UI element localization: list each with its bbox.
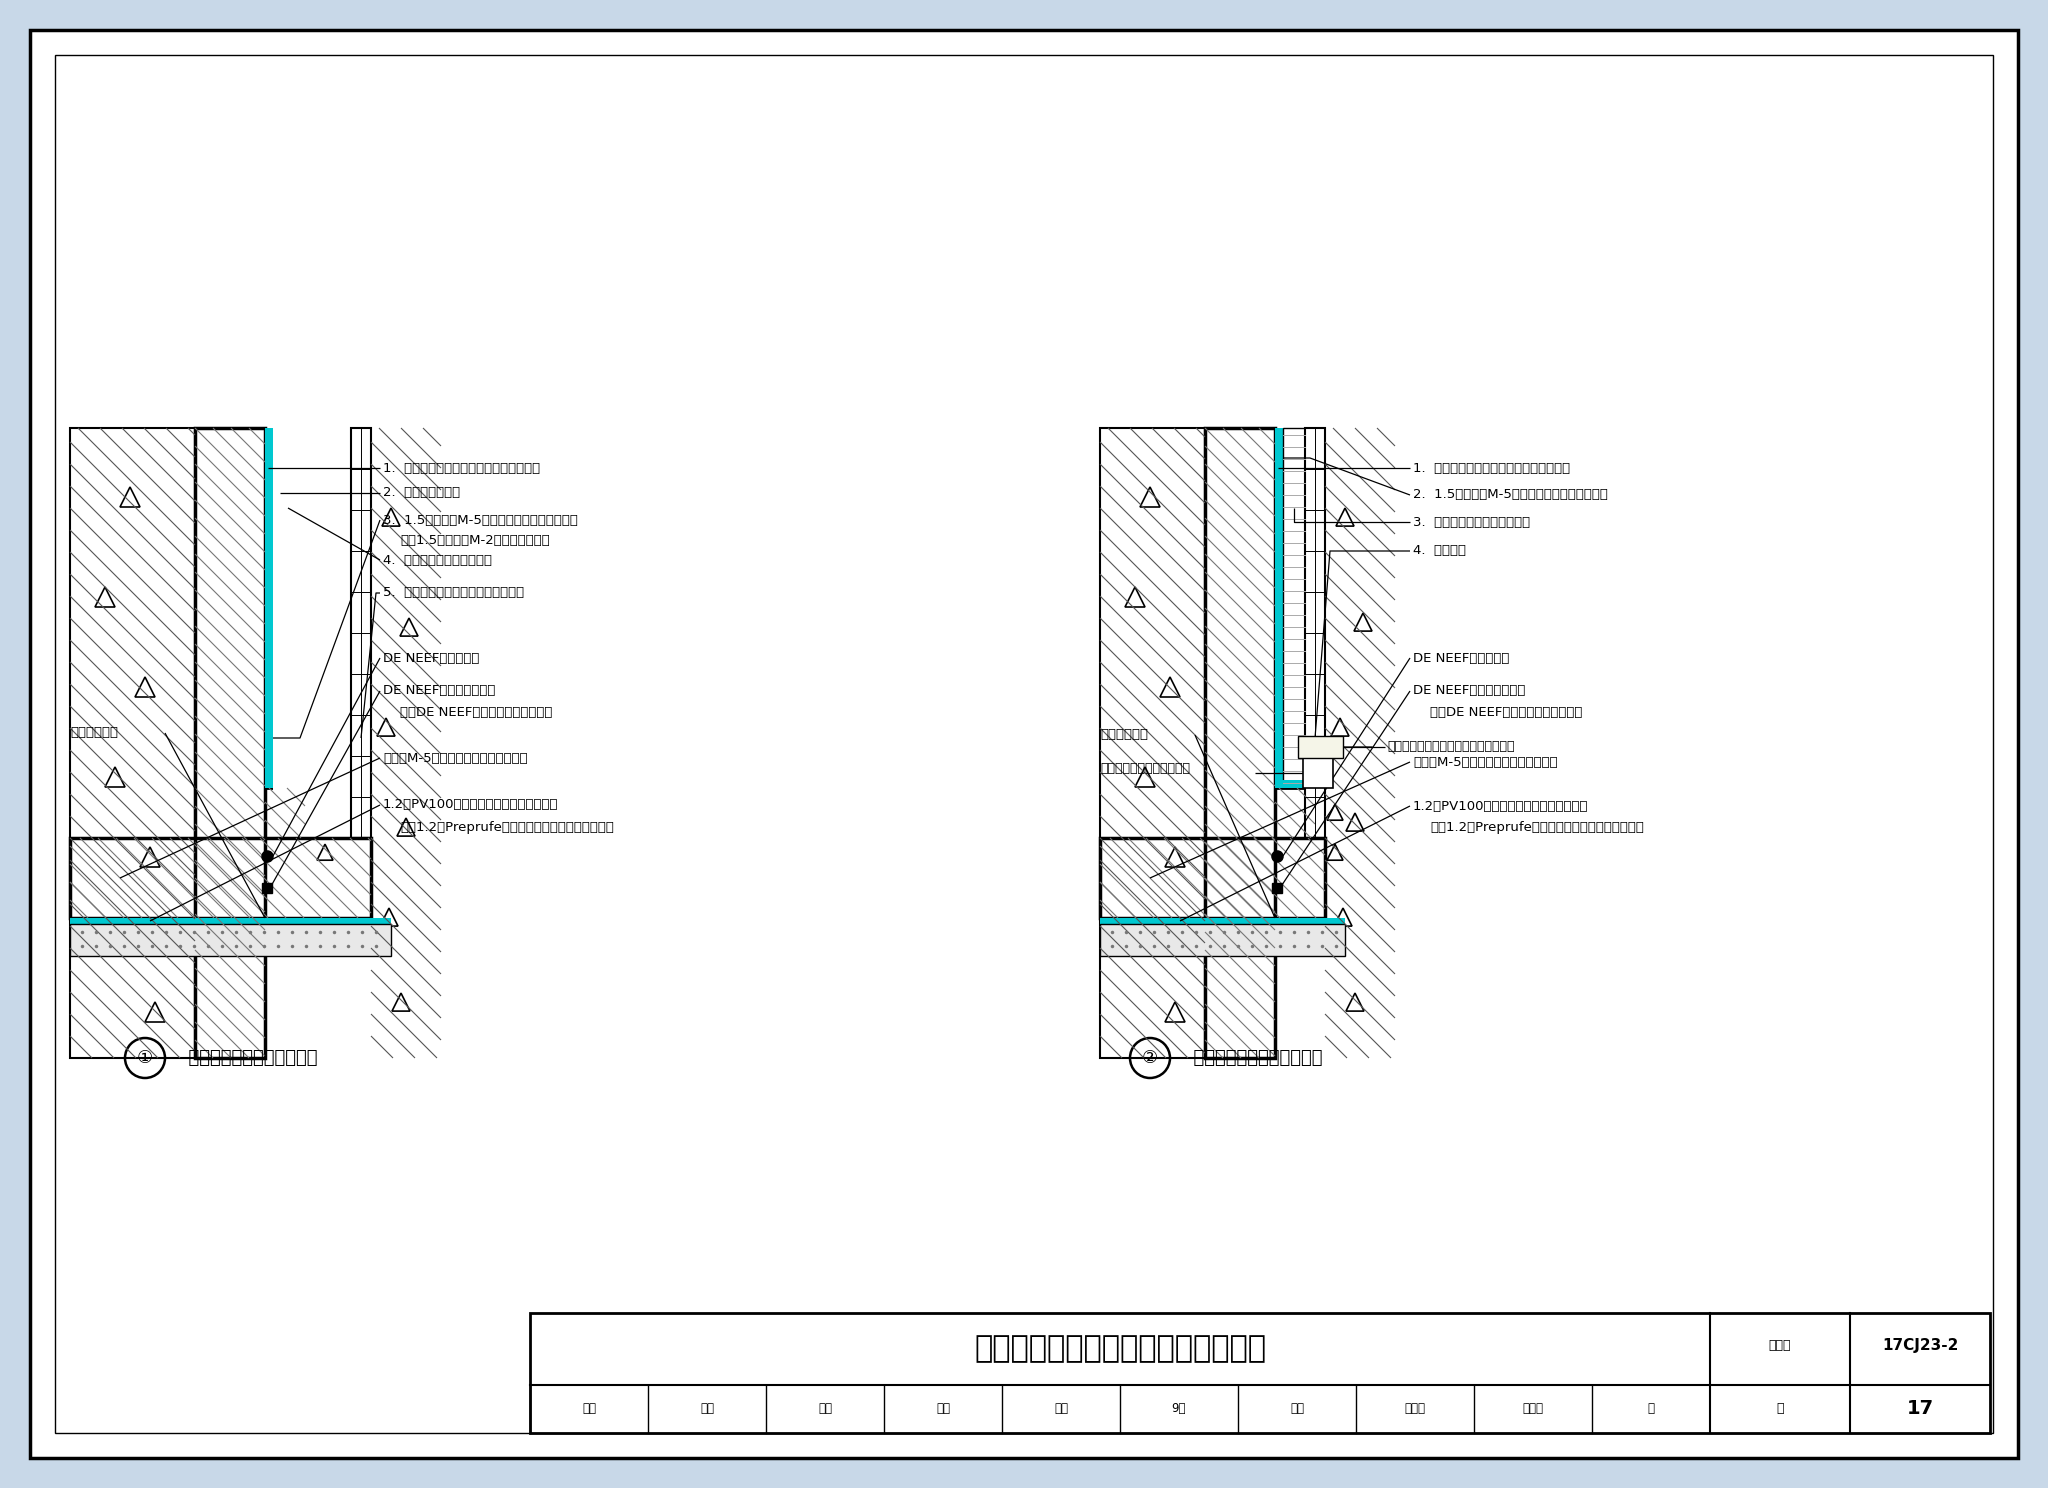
Text: 5.  离壁衬套砖墙（见具体工程设计）: 5. 离壁衬套砖墙（见具体工程设计） <box>383 586 524 600</box>
Bar <box>350 429 371 838</box>
Bar <box>1315 789 1323 838</box>
Text: 3.  1.5厚格永得M-5水泥基渗透结晶型防水材料: 3. 1.5厚格永得M-5水泥基渗透结晶型防水材料 <box>383 513 578 527</box>
Text: 设计: 设计 <box>1290 1403 1305 1415</box>
Bar <box>1276 780 1315 789</box>
Text: （或1.2厚Preprufe预铺高分子自粘胶膜防水卷材）: （或1.2厚Preprufe预铺高分子自粘胶膜防水卷材） <box>1430 821 1645 835</box>
Bar <box>195 429 264 1058</box>
Text: 17: 17 <box>1907 1400 1933 1418</box>
Bar <box>70 918 391 924</box>
Bar <box>305 789 313 838</box>
Bar <box>70 838 371 918</box>
Text: （或DE NEEF遇水膨胀止水橡皮条）: （或DE NEEF遇水膨胀止水橡皮条） <box>399 707 553 720</box>
Bar <box>1100 918 1346 924</box>
Text: 地下连续墙防水构造（一）: 地下连续墙防水构造（一） <box>176 1049 317 1067</box>
Text: 17CJ23-2: 17CJ23-2 <box>1882 1338 1958 1353</box>
Text: 校对: 校对 <box>936 1403 950 1415</box>
Text: 1.2厚PV100预铺高分子自粘胶膜防水卷材: 1.2厚PV100预铺高分子自粘胶膜防水卷材 <box>1413 799 1589 812</box>
Bar <box>1298 737 1343 757</box>
Bar <box>1276 789 1323 838</box>
Bar <box>1100 429 1204 1058</box>
Text: 排水层及以上构造（见具体工程设计）: 排水层及以上构造（见具体工程设计） <box>1386 741 1516 753</box>
Text: 格永得M-5水泥基渗透结晶型防水材料: 格永得M-5水泥基渗透结晶型防水材料 <box>383 751 528 765</box>
Text: 防水密封材料: 防水密封材料 <box>1100 729 1149 741</box>
Text: 页: 页 <box>1647 1403 1655 1415</box>
Text: ①: ① <box>137 1049 154 1067</box>
Text: 2.  1.5厚格永得M-5水泥基渗透结晶型防水材料: 2. 1.5厚格永得M-5水泥基渗透结晶型防水材料 <box>1413 488 1608 501</box>
Bar <box>1100 838 1325 918</box>
Text: 宁虎: 宁虎 <box>1055 1403 1067 1415</box>
Text: 图集号: 图集号 <box>1769 1339 1792 1353</box>
Text: （或1.2厚Preprufe预铺高分子自粘胶膜防水卷材）: （或1.2厚Preprufe预铺高分子自粘胶膜防水卷材） <box>399 820 614 833</box>
Text: 1.  自防水地下连续墙（见具体工程设计）: 1. 自防水地下连续墙（见具体工程设计） <box>383 461 541 475</box>
Text: 2.  水泥砂浆找平层: 2. 水泥砂浆找平层 <box>383 487 461 500</box>
Text: 4.  内衬砖墙: 4. 内衬砖墙 <box>1413 545 1466 558</box>
Bar <box>1272 882 1282 893</box>
Bar <box>264 780 305 789</box>
Text: 地下围护结构作为结构外墙防水构造: 地下围护结构作为结构外墙防水构造 <box>975 1335 1266 1363</box>
Text: 叶年: 叶年 <box>817 1403 831 1415</box>
Text: （或DE NEEF遇水膨胀止水橡皮条）: （或DE NEEF遇水膨胀止水橡皮条） <box>1430 707 1583 720</box>
Text: 格永得M-5水泥基渗透结晶型防水材料: 格永得M-5水泥基渗透结晶型防水材料 <box>1413 756 1559 768</box>
Text: DE NEEF遇水膨胀止水胶: DE NEEF遇水膨胀止水胶 <box>383 684 496 698</box>
Text: 9孤: 9孤 <box>1171 1403 1186 1415</box>
Bar <box>272 429 350 838</box>
Text: 页: 页 <box>1776 1403 1784 1415</box>
Bar <box>264 789 313 838</box>
Text: （或1.5厚格永得M-2复合防水涂料）: （或1.5厚格永得M-2复合防水涂料） <box>399 534 549 548</box>
Bar <box>1305 429 1325 838</box>
Text: 审核: 审核 <box>582 1403 596 1415</box>
Text: DE NEEF遇水膨胀止水胶: DE NEEF遇水膨胀止水胶 <box>1413 684 1526 698</box>
Bar <box>1204 429 1276 1058</box>
Text: DE NEEF预埋注浆管: DE NEEF预埋注浆管 <box>1413 652 1509 665</box>
Bar <box>70 429 195 1058</box>
Text: 排水管（见具体工程设计）: 排水管（见具体工程设计） <box>1100 762 1190 774</box>
Text: 1.  自防水地下连续墙（见具体工程设计）: 1. 自防水地下连续墙（见具体工程设计） <box>1413 461 1571 475</box>
Text: DE NEEF预埋注浆管: DE NEEF预埋注浆管 <box>383 652 479 665</box>
Bar <box>1100 924 1346 955</box>
Bar <box>530 1312 1991 1433</box>
Text: ②: ② <box>1143 1049 1157 1067</box>
Bar <box>1282 429 1305 789</box>
Text: 3.  排水层（见具体工程设计）: 3. 排水层（见具体工程设计） <box>1413 515 1530 528</box>
Bar <box>262 882 272 893</box>
Bar <box>264 429 272 789</box>
Bar <box>1276 429 1282 789</box>
Text: 叶军: 叶军 <box>700 1403 715 1415</box>
Text: 4.  空腔（见具体工程设计）: 4. 空腔（见具体工程设计） <box>383 554 492 567</box>
Text: 蔡容花: 蔡容花 <box>1522 1403 1544 1415</box>
Text: 蔡容花: 蔡容花 <box>1405 1403 1425 1415</box>
Text: 地下连续墙防水构造（二）: 地下连续墙防水构造（二） <box>1182 1049 1323 1067</box>
Bar <box>1303 757 1333 789</box>
Text: 1.2厚PV100预铺高分子自粘胶膜防水卷材: 1.2厚PV100预铺高分子自粘胶膜防水卷材 <box>383 799 559 811</box>
Text: 防水密封材料: 防水密封材料 <box>70 726 119 740</box>
Bar <box>70 924 391 955</box>
